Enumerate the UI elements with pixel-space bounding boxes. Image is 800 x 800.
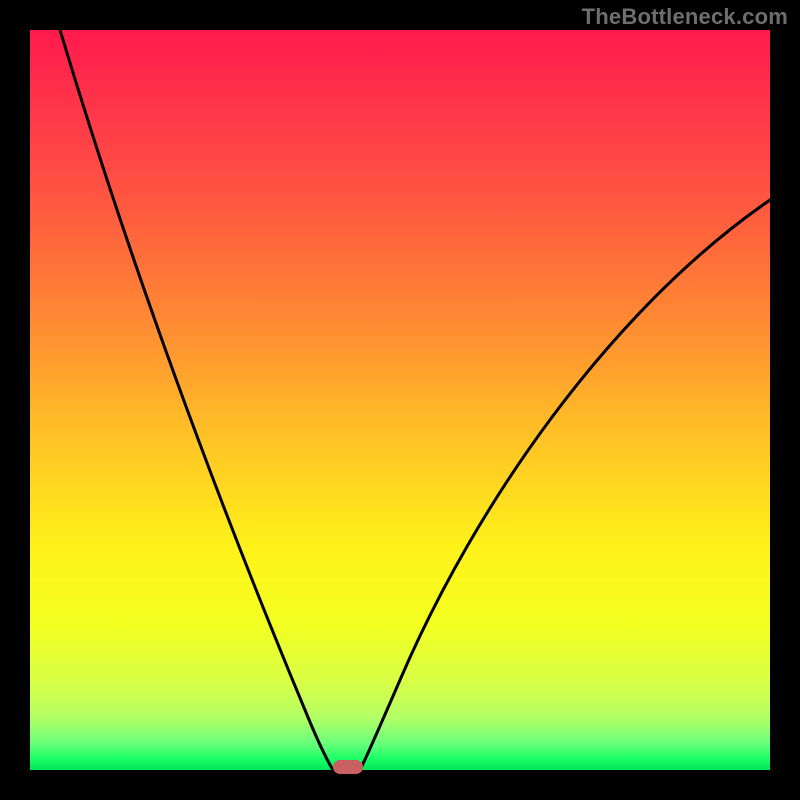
chart-svg bbox=[30, 30, 770, 770]
chart-frame: TheBottleneck.com bbox=[0, 0, 800, 800]
attribution-text: TheBottleneck.com bbox=[582, 4, 788, 30]
gradient-background bbox=[30, 30, 770, 770]
bottleneck-marker bbox=[333, 760, 363, 774]
plot-area bbox=[30, 30, 770, 770]
